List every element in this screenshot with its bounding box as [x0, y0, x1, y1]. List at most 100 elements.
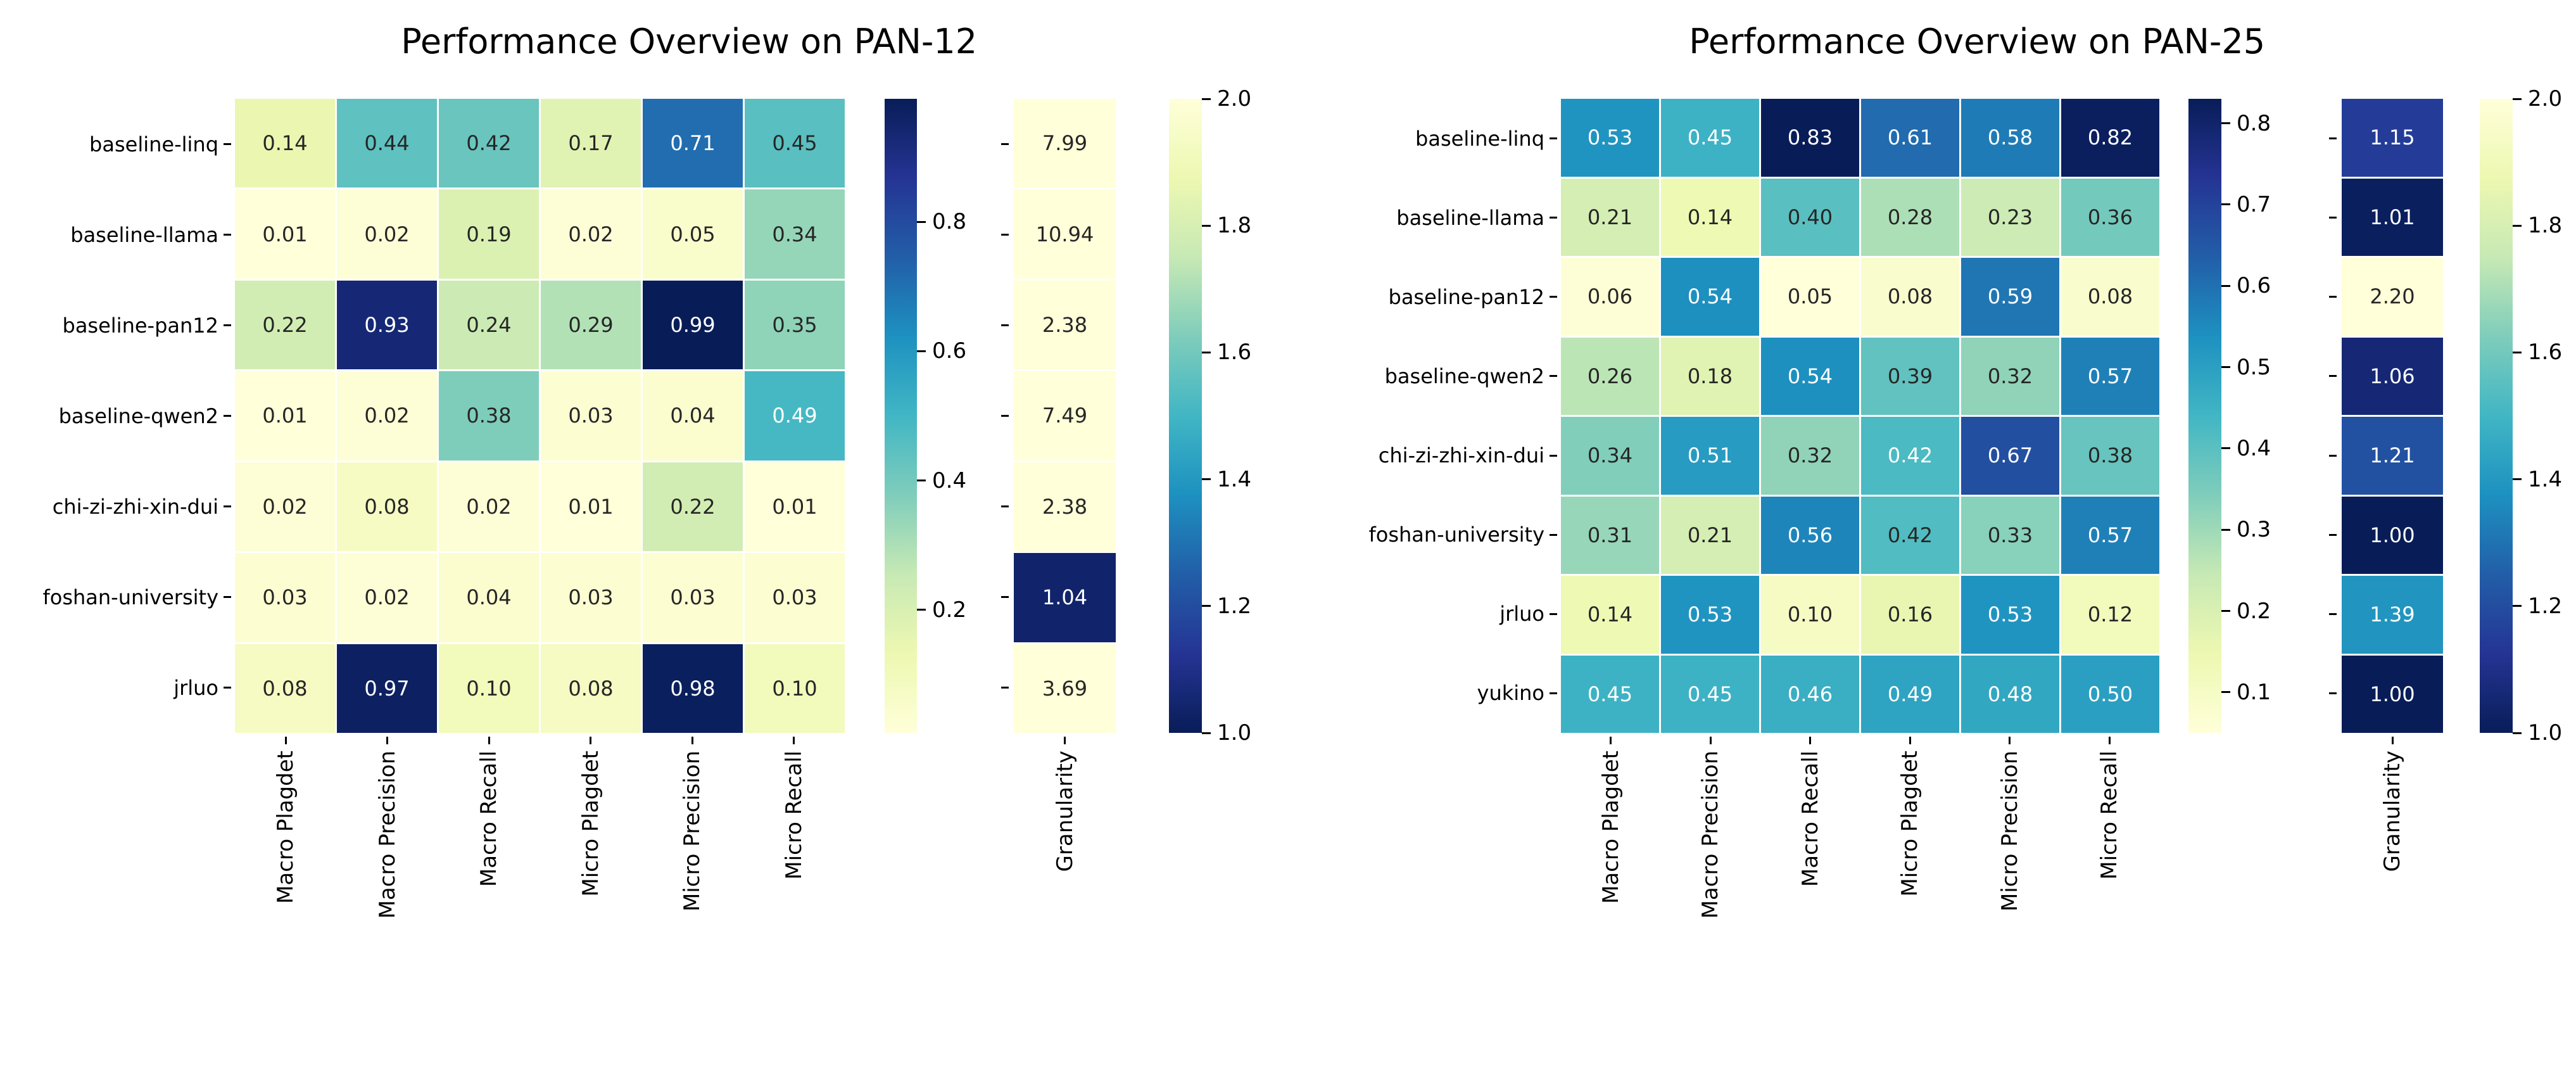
heatmap-cell: 0.49 — [1861, 655, 1959, 733]
granularity-y-tick-mark — [2329, 375, 2337, 378]
granularity-y-tick-mark — [1001, 234, 1009, 236]
heatmap-cell: 0.54 — [1661, 258, 1759, 336]
heatmap-cell: 0.02 — [235, 462, 335, 552]
row-label: baseline-qwen2 — [58, 403, 218, 428]
heatmap-cell: 0.98 — [643, 644, 743, 733]
row-label: foshan-university — [1368, 523, 1544, 547]
heatmap-cell: 0.97 — [337, 644, 437, 733]
row-label: jrluo — [1500, 602, 1544, 626]
row-label: chi-zi-zhi-xin-dui — [1378, 443, 1544, 468]
x-tick-mark — [1809, 737, 1812, 744]
scores-heatmap-pan25: 0.53 0.45 0.83 0.61 0.58 0.82 0.21 0.14 0.40 0.28… — [1561, 99, 2159, 733]
row-label: baseline-pan12 — [1388, 284, 1545, 309]
heatmap-cell: 0.57 — [2061, 337, 2159, 415]
granularity-cell: 7.49 — [1014, 371, 1116, 461]
granularity-colorbar-tick-mark — [1202, 478, 1211, 481]
x-tick-mark — [1610, 737, 1612, 744]
granularity-colorbar-tick-label: 1.6 — [1217, 340, 1252, 365]
row-label: baseline-pan12 — [62, 313, 219, 338]
granularity-cell: 1.15 — [2342, 99, 2443, 177]
granularity-cell: 2.20 — [2342, 258, 2443, 336]
granularity-colorbar-tick-mark — [1202, 224, 1211, 227]
granularity-colorbar-tick-mark — [1202, 351, 1211, 353]
heatmap-cell: 0.58 — [1961, 99, 2059, 177]
heatmap-cell: 0.46 — [1761, 655, 1859, 733]
heatmap-cell: 0.44 — [337, 99, 437, 188]
heatmap-cell: 0.34 — [745, 189, 845, 279]
y-tick-mark — [224, 324, 231, 326]
y-tick-mark — [1550, 137, 1557, 140]
heatmap-cell: 0.01 — [235, 189, 335, 279]
heatmap-cell: 0.51 — [1661, 417, 1759, 495]
colorbar-tick-label: 0.6 — [2237, 273, 2271, 299]
y-tick-mark — [1550, 217, 1557, 219]
heatmap-cell: 0.05 — [1761, 258, 1859, 336]
colorbar-tick-label: 0.6 — [932, 338, 967, 364]
y-tick-mark — [224, 596, 231, 598]
granularity-cell: 2.38 — [1014, 462, 1116, 552]
colorbar-tick-mark — [2221, 122, 2230, 124]
granularity-y-tick-mark — [1001, 596, 1009, 598]
heatmap-cell: 0.83 — [1761, 99, 1859, 177]
heatmap-cell: 0.03 — [541, 371, 641, 461]
granularity-y-tick-mark — [2329, 533, 2337, 536]
granularity-cell: 2.38 — [1014, 280, 1116, 370]
colorbar-tick-mark — [917, 480, 926, 482]
heatmap-cell: 0.50 — [2061, 655, 2159, 733]
heatmap-cell: 0.03 — [643, 553, 743, 642]
heatmap-cell: 0.32 — [1761, 417, 1859, 495]
colorbar-tick-label: 0.3 — [2237, 517, 2271, 543]
metric-label: Macro Plagdet — [1598, 751, 1624, 904]
colorbar-tick-label: 0.2 — [932, 597, 967, 623]
figure-title-pan12: Performance Overview on PAN-12 — [401, 22, 978, 61]
colorbar-tick-mark — [2221, 528, 2230, 531]
granularity-colorbar-tick-mark — [1202, 732, 1211, 734]
y-tick-mark — [224, 143, 231, 145]
granularity-cell: 1.06 — [2342, 337, 2443, 415]
granularity-axis-label: Granularity — [2380, 751, 2405, 872]
heatmap-cell: 0.23 — [1961, 178, 2059, 256]
granularity-colorbar-tick-label: 1.0 — [1217, 720, 1252, 746]
heatmap-cell: 0.38 — [2061, 417, 2159, 495]
granularity-y-tick-mark — [2329, 296, 2337, 298]
granularity-cell: 1.39 — [2342, 576, 2443, 654]
granularity-y-tick-mark — [2329, 217, 2337, 219]
colorbar-tick-mark — [2221, 366, 2230, 368]
colorbar-tick-label: 0.8 — [2237, 110, 2271, 136]
heatmap-cell: 0.22 — [235, 280, 335, 370]
metric-label: Micro Precision — [1997, 751, 2023, 912]
scores-heatmap-pan12: 0.14 0.44 0.42 0.17 0.71 0.45 0.01 0.02 0.19 0.02… — [235, 99, 845, 733]
colorbar-tick-label: 0.7 — [2237, 191, 2271, 217]
heatmap-cell: 0.02 — [337, 553, 437, 642]
x-tick-mark — [386, 737, 389, 744]
colorbar-tick-label: 0.4 — [2237, 435, 2271, 461]
granularity-colorbar-tick-label: 1.8 — [2528, 213, 2563, 239]
x-tick-mark — [590, 737, 592, 744]
heatmap-cell: 0.06 — [1561, 258, 1659, 336]
y-tick-mark — [224, 687, 231, 689]
heatmap-cell: 0.24 — [439, 280, 539, 370]
heatmap-cell: 0.16 — [1861, 576, 1959, 654]
heatmap-cell: 0.34 — [1561, 417, 1659, 495]
colorbar-tick-mark — [917, 220, 926, 223]
colorbar-tick-label: 0.2 — [2237, 598, 2271, 624]
granularity-cell: 1.00 — [2342, 496, 2443, 574]
colorbar-tick-mark — [2221, 284, 2230, 287]
granularity-colorbar-tick-mark — [2513, 98, 2522, 100]
row-label: baseline-qwen2 — [1384, 364, 1544, 388]
granularity-cell: 1.04 — [1014, 553, 1116, 642]
y-tick-mark — [1550, 533, 1557, 536]
heatmap-cell: 0.02 — [337, 371, 437, 461]
colorbar-tick-label: 0.5 — [2237, 354, 2271, 380]
heatmap-cell: 0.56 — [1761, 496, 1859, 574]
heatmap-cell: 0.31 — [1561, 496, 1659, 574]
heatmap-cell: 0.10 — [745, 644, 845, 733]
heatmap-cell: 0.12 — [2061, 576, 2159, 654]
heatmap-cell: 0.14 — [1561, 576, 1659, 654]
heatmap-cell: 0.45 — [1661, 655, 1759, 733]
x-tick-mark — [1709, 737, 1712, 744]
colorbar-tick-mark — [2221, 447, 2230, 450]
row-label: chi-zi-zhi-xin-dui — [52, 494, 218, 519]
metric-label: Micro Recall — [781, 751, 807, 880]
y-tick-mark — [1550, 692, 1557, 694]
